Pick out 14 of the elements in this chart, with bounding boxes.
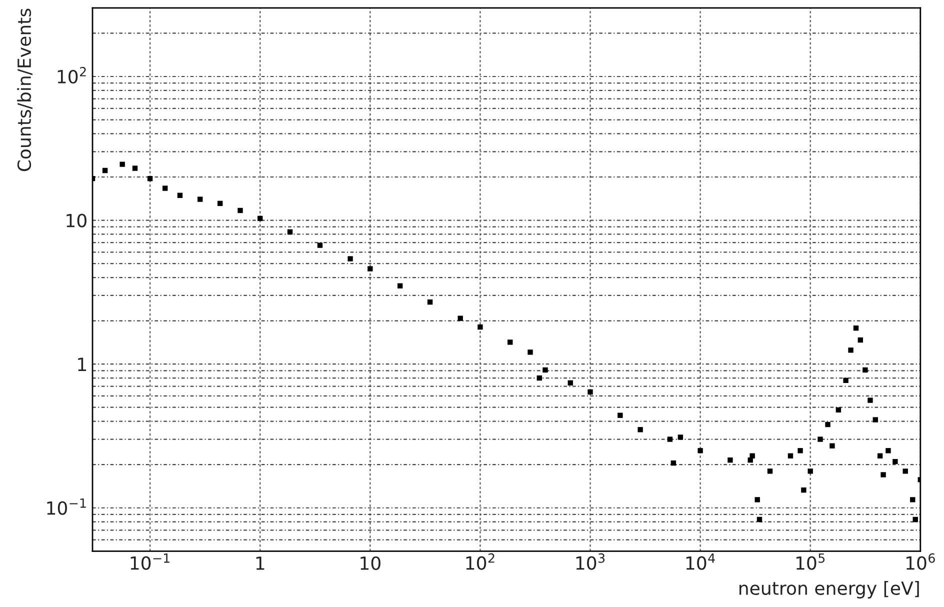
x-tick-label: 10$^{3}$ (576, 553, 605, 570)
y-tick-label: 10 (66, 214, 86, 228)
x-tick-label: 10$^{5}$ (796, 553, 825, 570)
x-tick-label: 10$^{4}$ (686, 553, 715, 570)
y-tick-label: 10$^{2}$ (58, 66, 86, 84)
x-axis-title: neutron energy [eV] (740, 581, 919, 599)
x-tick-label: 1 (256, 556, 264, 570)
y-tick-label: 1 (78, 358, 86, 371)
x-tick-label: 10$^{−1}$ (130, 553, 170, 570)
y-axis-title: Counts/bin/Events (17, 8, 32, 172)
x-tick-label: 10$^{2}$ (466, 553, 494, 570)
y-tick-label: 10$^{−1}$ (47, 498, 86, 515)
x-tick-label: 10$^{6}$ (906, 553, 935, 570)
x-tick-label: 10 (360, 556, 380, 570)
